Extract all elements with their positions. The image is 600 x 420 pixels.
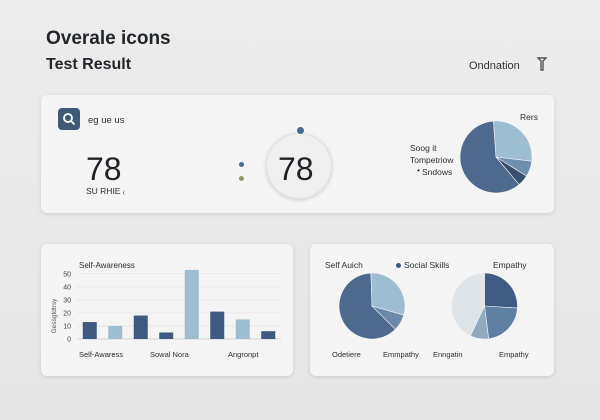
page-title: Overale icons [46,28,171,49]
pie-chart-right [451,272,518,340]
pie-bottom-label-1: Odetiere [332,350,361,359]
summary-pie-chart [459,120,533,194]
bar-chart-ylabel: Gessgtdtrsy [51,298,58,333]
score-caption: SU RHIE ₍ [86,186,125,196]
bar-3 [133,315,148,339]
bar-ytick-40: 40 [63,284,71,291]
bar-ytick-50: 50 [63,271,71,278]
search-icon [63,113,76,126]
right-pie-slice-4 [451,272,485,337]
legend-item-1: Soog it [410,143,437,153]
summary-pie-slice-2 [493,120,533,162]
legend-item-2: Tompetriow [410,155,454,165]
bar-xlabel-1: Self-Awaress [79,350,123,359]
pie-bottom-label-2: Emmpathy [383,350,419,359]
pie-bottom-label-3: Enngatin [433,350,463,359]
bar-ytick-20: 20 [63,310,71,317]
legend-dot [396,263,401,268]
ring-marker [297,127,304,134]
pie-label-self: Self Auich [325,260,363,270]
summary-pie-slice-4 [495,156,527,186]
summary-pie-slice-1 [459,120,520,194]
summary-card: eg ue us 78 SU RHIE ₍ 78 Soog it Tompetr… [41,95,554,213]
score-value-center: 78 [278,151,314,187]
bar-4 [159,332,174,339]
bar-chart-card: Self-Awareness Gessgtdtrsy Self-Awaress … [41,244,293,376]
pie-legend-social: Social Skills [404,260,450,270]
legend-bullet: • [417,165,420,175]
bar-chart-legend: Self-Awareness [79,261,135,270]
right-pie-slice-2 [484,305,518,340]
right-pie-slice-1 [484,272,518,309]
bar-ytick-0: 0 [67,337,71,344]
left-pie-slice-1 [338,272,396,340]
left-pie-slice-3 [371,305,405,330]
indicator-dot-green [239,176,244,181]
score-ring [266,133,332,199]
left-pie-slice-2 [370,272,406,316]
bar-xlabel-3: Angronpt [228,350,259,359]
score-value-left: 78 [86,151,122,187]
bar-8 [261,331,276,339]
bar-7 [235,319,250,339]
page-subtitle: Test Result [46,56,132,73]
pie-bottom-label-4: Empathy [499,350,529,359]
bar-1 [82,322,97,339]
tool-icon[interactable] [535,56,549,72]
legend-item-3: Sndows [422,167,453,177]
bar-6 [210,311,225,339]
search-button[interactable] [58,108,80,130]
pie-label-empathy: Empathy [493,260,527,270]
indicator-dot-blue [239,162,244,167]
bar-chart: Self-Awareness Gessgtdtrsy Self-Awaress … [51,261,281,359]
bar-5 [184,269,199,339]
legend-title: Rers [520,112,538,122]
bar-2 [108,325,123,339]
bar-ytick-10: 10 [63,323,71,330]
bar-ytick-30: 30 [63,297,71,304]
search-label: eg ue us [88,115,125,126]
pie-chart-card: Self Auich Social Skills Empathy Odetier… [310,244,554,376]
bar-xlabel-2: Sowal Nora [150,350,190,359]
header-link[interactable]: Ondnation [469,60,520,72]
pie-chart-left [338,272,406,340]
